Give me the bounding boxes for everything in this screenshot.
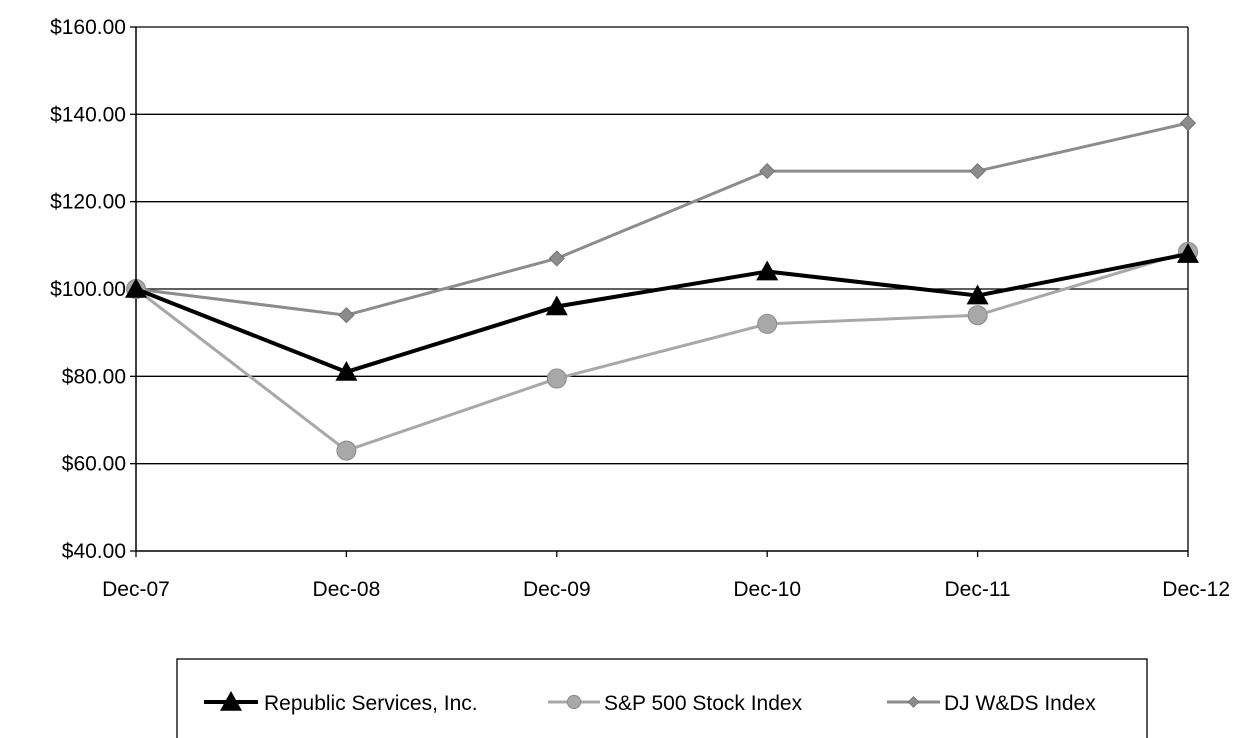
legend-label: Republic Services, Inc. [264,692,478,715]
data-point-circle [566,694,582,710]
x-tick-label: Dec-08 [313,578,381,601]
legend-item-0: Republic Services, Inc. [204,691,478,715]
y-tick-label: $160.00 [50,16,126,39]
data-point-diamond [907,696,920,708]
data-point-circle [967,305,988,326]
data-point-diamond [969,163,986,180]
legend-label: DJ W&DS Index [944,692,1096,715]
y-tick-label: $40.00 [62,540,126,563]
legend-box [176,658,1148,738]
data-point-diamond [759,163,776,180]
data-point-diamond [1179,115,1197,132]
series-line [135,252,1189,374]
series-0 [125,243,1199,381]
series-line [135,121,1189,317]
data-point-circle [757,313,778,334]
y-tick-label: $100.00 [50,278,126,301]
y-tick-label: $140.00 [50,103,126,126]
data-point-triangle [220,691,242,711]
legend-item-2: DJ W&DS Index [887,692,1096,715]
data-point-diamond [548,250,565,267]
y-tick-label: $120.00 [50,191,126,214]
y-tick-label: $60.00 [62,453,126,476]
legend-label: S&P 500 Stock Index [604,692,803,715]
x-tick-label: Dec-09 [523,578,591,601]
x-tick-label: Dec-07 [102,578,170,601]
data-point-circle [546,368,567,389]
x-tick-label: Dec-11 [945,578,1011,601]
series-1 [126,241,1198,461]
data-point-triangle [966,284,989,305]
data-point-circle [336,440,357,461]
data-point-triangle [1177,243,1199,263]
gridlines [136,26,1188,465]
y-tick-label: $80.00 [62,365,126,388]
data-point-triangle [545,295,568,316]
legend-item-1: S&P 500 Stock Index [548,692,803,715]
x-tick-label: Dec-12 [1162,578,1230,601]
data-point-triangle [125,278,147,298]
data-point-triangle [335,360,358,381]
series-group [125,115,1199,461]
x-tick-label: Dec-10 [733,578,801,601]
data-point-diamond [338,307,355,324]
legend: Republic Services, Inc. S&P 500 Stock Ind… [176,658,1148,738]
axes: $40.00 $60.00 $80.00 $100.00 $120.00 $140.00 $… [50,16,1230,601]
series-line [135,250,1189,453]
series-2 [127,115,1197,324]
data-point-triangle [756,260,779,281]
